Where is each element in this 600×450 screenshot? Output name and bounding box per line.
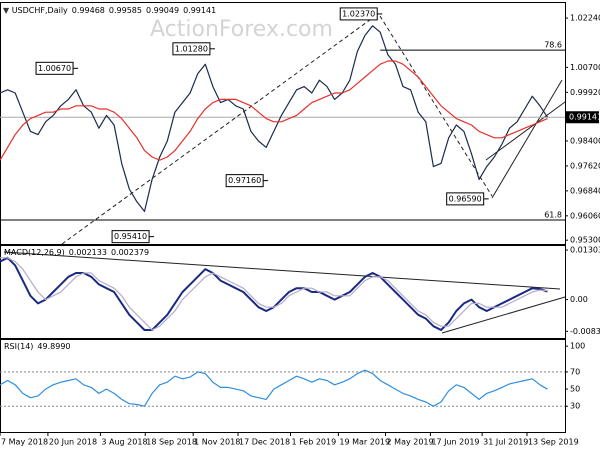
panel-frames [0, 2, 566, 433]
high: 0.99585 [109, 6, 142, 15]
annotation-label: 0.97160 [228, 176, 261, 185]
x-tick-label: 18 Sep 2018 [146, 438, 197, 447]
y-tick-label: 0.00 [570, 295, 588, 304]
y-tick-label: 50 [570, 385, 580, 394]
annotation-label: 1.00670 [38, 64, 71, 73]
x-tick-label: 19 Mar 2019 [339, 438, 390, 447]
trend-line [61, 13, 379, 245]
rsi-last: 49.8990 [37, 342, 70, 351]
y-tick-label: 1.00700 [570, 63, 600, 72]
level-label: 70 [570, 367, 580, 376]
fib-label: 61.8 [544, 211, 562, 220]
macd-trend-line [441, 296, 566, 334]
last-price-label: 0.99141 [569, 113, 600, 122]
annotation-box [446, 192, 485, 206]
macd-header: MACD(12,26,9) 0.002133 0.002379 [4, 248, 149, 257]
series-line [0, 60, 548, 161]
series-line [0, 25, 548, 212]
y-tick-label: 0.96840 [570, 186, 600, 195]
series-line [0, 369, 548, 407]
watermark: ActionForex.com [150, 17, 333, 42]
series-line [0, 257, 548, 331]
rsi-title: RSI(14) [4, 342, 33, 351]
x-tick-label: 17 Jun 2019 [431, 438, 479, 447]
x-tick-label: 1 Feb 2019 [291, 438, 336, 447]
x-tick-label: 20 Jun 2018 [49, 438, 97, 447]
y-tick-label: 0.98400 [570, 136, 600, 145]
annotation-label: 1.02370 [342, 9, 375, 18]
price-header: ▼ USDCHF,Daily 0.99468 0.99585 0.99049 0.991… [3, 6, 216, 15]
y-tick-label: 0.013034 [570, 246, 600, 255]
x-tick-label: 17 Dec 2018 [239, 438, 290, 447]
annotation-box [339, 7, 378, 21]
y-tick-label: 0.97620 [570, 161, 600, 170]
x-tick-label: 1 Nov 2018 [194, 438, 240, 447]
y-tick-label: 0.99920 [570, 88, 600, 97]
fib-label: 78.6 [544, 41, 562, 50]
x-tick-label: 13 Sep 2019 [528, 438, 579, 447]
macd-title: MACD(12,26,9) [4, 248, 65, 257]
x-tick-label: 7 May 2018 [1, 438, 48, 447]
y-tick-label: 1.02240 [570, 14, 600, 23]
annotation-box [111, 230, 150, 244]
y-tick-label: 100 [570, 342, 585, 351]
macd-trend-line [3, 251, 561, 290]
annotation-label: 1.01280 [175, 44, 208, 53]
x-tick-label: 31 Jul 2019 [483, 438, 528, 447]
annotation-label: 0.96590 [449, 194, 482, 203]
rsi-frame [0, 339, 566, 433]
signal-last: 0.002379 [111, 248, 149, 257]
annotation-box [35, 61, 74, 75]
channel-line [491, 79, 563, 199]
rsi-header: RSI(14) 49.8990 [4, 342, 71, 351]
annotation-label: 0.95410 [114, 232, 147, 241]
symbol: USDCHF,Daily [12, 6, 68, 15]
annotation-box [225, 174, 264, 188]
level-label: 30 [570, 402, 580, 411]
trend-lines [3, 13, 566, 334]
low: 0.99049 [146, 6, 179, 15]
x-tick-label: 2 May 2019 [387, 438, 434, 447]
x-tick-label: 3 Aug 2018 [101, 438, 147, 447]
menu-icon: ▼ [3, 6, 12, 15]
annotation-box [172, 42, 211, 56]
trend-line [379, 15, 493, 197]
y-tick-label: 0.96060 [570, 211, 600, 220]
macd-frame [0, 245, 566, 339]
last-price-box [566, 111, 599, 124]
price-frame [0, 2, 566, 245]
close: 0.99141 [183, 6, 216, 15]
y-tick-label: 0.95300 [570, 236, 600, 245]
macd-last: 0.002133 [69, 248, 107, 257]
channel-line [485, 101, 566, 161]
open: 0.99468 [72, 6, 105, 15]
y-tick-label: -0.00834 [570, 327, 600, 336]
